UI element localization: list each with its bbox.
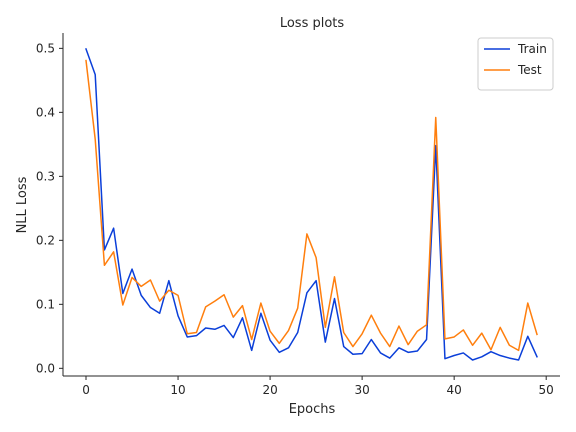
y-axis-label: NLL Loss [15,176,30,233]
legend: Train Test [477,37,554,91]
x-tick-label: 50 [539,383,554,397]
x-tick-label: 40 [447,383,462,397]
plot-area: 0 10 20 30 40 50 0.0 0.1 0.2 0.3 0.4 0.5 [36,33,560,397]
series-line-test [85,59,538,352]
legend-label-test: Test [517,63,542,77]
y-tick-label: 0.5 [36,41,55,55]
x-tick-label: 20 [262,383,277,397]
y-tick-label: 0.3 [36,169,55,183]
chart-title: Loss plots [280,16,345,31]
x-axis-label: Epochs [289,402,336,417]
y-tick-label: 0.2 [36,233,55,247]
y-tick-label: 0.4 [36,105,55,119]
y-tick-label: 0.0 [36,361,55,375]
series-line-train [85,48,538,361]
x-tick-label: 10 [170,383,185,397]
legend-box [477,37,554,91]
legend-label-train: Train [517,42,547,56]
x-tick-label: 30 [354,383,369,397]
y-tick-label: 0.1 [36,297,55,311]
x-tick-label: 0 [82,383,90,397]
